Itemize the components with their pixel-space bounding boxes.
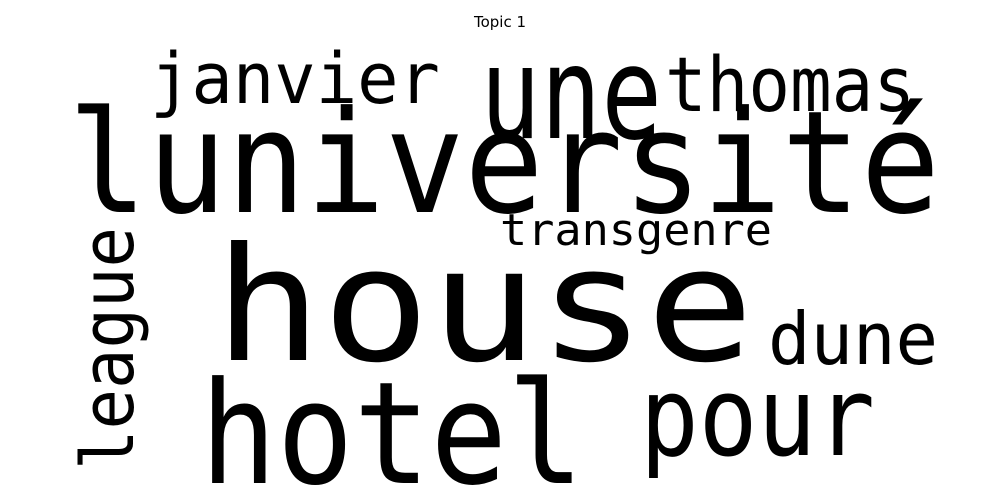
word-une: une: [480, 20, 662, 169]
word-thomas: thomas: [665, 40, 915, 129]
word-pour: pour: [640, 353, 875, 481]
word-luniversite: luniversité: [68, 81, 940, 246]
word-house: house: [214, 214, 754, 398]
word-transgenre: transgenre: [500, 205, 772, 256]
word-dune: dune: [768, 297, 938, 381]
word-league: league: [66, 227, 150, 470]
word-hotel: hotel: [200, 352, 584, 500]
word-janvier: janvier: [150, 38, 440, 120]
figure-title: Topic 1: [473, 13, 527, 31]
